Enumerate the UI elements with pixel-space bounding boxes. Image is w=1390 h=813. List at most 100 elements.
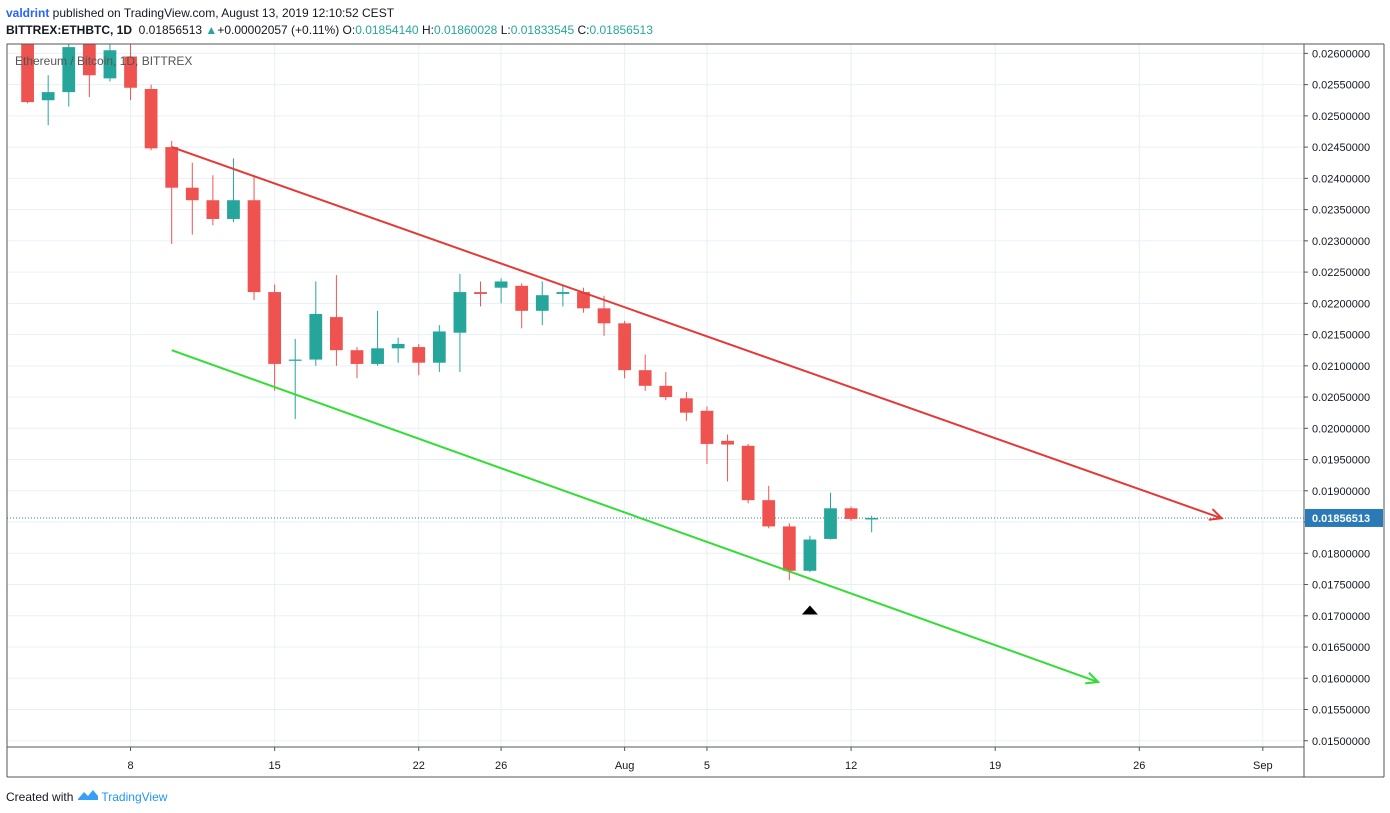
candle-body-down	[577, 292, 590, 309]
x-tick-label: 15	[269, 760, 281, 772]
candle-body-down	[144, 88, 158, 149]
change-value: +0.00002057 (+0.11%)	[217, 23, 340, 37]
y-tick-label: 0.02350000	[1312, 205, 1370, 217]
y-tick-label: 0.02050000	[1312, 392, 1370, 404]
candle-body-up	[824, 508, 837, 539]
y-tick-label: 0.02550000	[1312, 80, 1370, 92]
candle-body-up	[227, 200, 240, 219]
candle-body-down	[247, 200, 261, 293]
last-price-text: 0.01856513	[1312, 513, 1370, 525]
published-text: published on TradingView.com, August 13,…	[49, 6, 395, 20]
x-tick-label: 26	[1133, 760, 1145, 772]
candle-body-down	[782, 526, 796, 571]
last-price-badge	[1305, 508, 1383, 527]
y-tick-label: 0.02150000	[1312, 330, 1370, 342]
candle-body-down	[268, 292, 282, 364]
candle-body-up	[494, 281, 508, 288]
candle-body-down	[124, 56, 137, 88]
candle-body-down	[206, 200, 220, 219]
candle-body-up	[309, 313, 323, 360]
y-tick-label: 0.01900000	[1312, 486, 1370, 498]
x-tick-label: Aug	[615, 760, 635, 772]
candle-body-down	[597, 308, 611, 324]
candle-body-up	[803, 539, 817, 571]
candle-body-up	[453, 292, 467, 333]
candle-body-down	[762, 500, 776, 527]
symbol-label: BITTREX:ETHBTC, 1D	[6, 23, 132, 37]
footer: Created with TradingView	[6, 788, 167, 805]
y-tick-label: 0.02300000	[1312, 236, 1370, 248]
x-tick-label: 5	[704, 760, 710, 772]
candle-body-up	[288, 359, 302, 361]
candle-body-down	[659, 385, 673, 398]
y-tick-label: 0.02250000	[1312, 267, 1370, 279]
candle-body-up	[62, 47, 76, 93]
candle-body-down	[515, 285, 529, 311]
candle-body-down	[638, 370, 652, 386]
x-tick-label: 19	[989, 760, 1001, 772]
high-label: H:	[421, 23, 434, 37]
resistance-arrowhead-icon	[1208, 508, 1224, 521]
trendlines	[171, 146, 1224, 685]
candle-body-down	[165, 147, 179, 188]
low-label: L:	[500, 23, 511, 37]
y-tick-label: 0.01950000	[1312, 455, 1370, 467]
y-tick-label: 0.01550000	[1312, 705, 1370, 717]
open-value: 0.01854140	[355, 23, 419, 37]
candle-body-up	[556, 292, 570, 294]
change-arrow-icon: ▲	[205, 23, 218, 37]
grid	[7, 44, 1304, 747]
candle-body-down	[741, 445, 755, 501]
ohlc-legend: BITTREX:ETHBTC, 1D 0.01856513 ▲+0.000020…	[6, 23, 653, 37]
time-axis[interactable]: 8 15 22 26 Aug 5 12 19 26 Sep	[127, 747, 1273, 772]
resistance-trendline	[171, 146, 1222, 520]
candle-body-down	[330, 317, 343, 351]
high-value: 0.01860028	[433, 23, 498, 37]
price-axis[interactable]: 0.02600000 0.02550000 0.02500000 0.02450000…	[1304, 48, 1370, 748]
chart-title: Ethereum / Bitcoin, 1D, BITTREX	[15, 54, 192, 68]
candle-body-down	[721, 440, 734, 445]
y-tick-label: 0.01750000	[1312, 580, 1370, 592]
candle-body-up	[865, 517, 879, 520]
candle-body-down	[412, 347, 426, 363]
candle-body-up	[371, 348, 384, 364]
y-tick-label: 0.02100000	[1312, 361, 1370, 373]
y-tick-label: 0.02200000	[1312, 298, 1370, 310]
candle-body-down	[700, 410, 714, 444]
candle-body-down	[618, 323, 632, 371]
candle-body-down	[474, 292, 487, 294]
triangle-marker-icon	[801, 605, 818, 615]
created-with-text: Created with	[6, 789, 74, 804]
tradingview-link[interactable]: TradingView	[101, 789, 168, 804]
y-tick-label: 0.02400000	[1312, 173, 1370, 185]
y-tick-label: 0.01600000	[1312, 673, 1370, 685]
candle-body-down	[350, 350, 364, 364]
candle-body-down	[679, 398, 693, 413]
candle-body-down	[185, 187, 199, 201]
publish-info: valdrint published on TradingView.com, A…	[6, 6, 394, 20]
candle-body-up	[103, 50, 117, 79]
candle-body-down	[21, 44, 34, 103]
y-tick-label: 0.02000000	[1312, 423, 1370, 435]
y-tick-label: 0.01700000	[1312, 611, 1370, 623]
close-label: C:	[577, 23, 590, 37]
x-tick-label: 8	[127, 760, 133, 772]
candle-body-down	[82, 44, 96, 76]
candle-body-up	[432, 331, 446, 363]
open-label: O:	[342, 23, 356, 37]
y-tick-label: 0.02450000	[1312, 142, 1370, 154]
x-tick-label: 22	[413, 760, 425, 772]
tradingview-logo-icon[interactable]	[77, 788, 99, 805]
last-price-label: 0.01856513	[1305, 508, 1383, 527]
close-value: 0.01856513	[589, 23, 653, 37]
y-tick-label: 0.02600000	[1312, 48, 1370, 60]
y-tick-label: 0.01650000	[1312, 642, 1370, 654]
author-link[interactable]: valdrint	[6, 6, 50, 20]
candle-body-up	[535, 295, 549, 311]
candle-body-down	[844, 508, 858, 519]
plot-area[interactable]: Ethereum / Bitcoin, 1D, BITTREX	[15, 28, 1224, 685]
y-tick-label: 0.01500000	[1312, 736, 1370, 748]
candle-body-up	[41, 92, 55, 101]
candle-body-up	[391, 343, 405, 349]
